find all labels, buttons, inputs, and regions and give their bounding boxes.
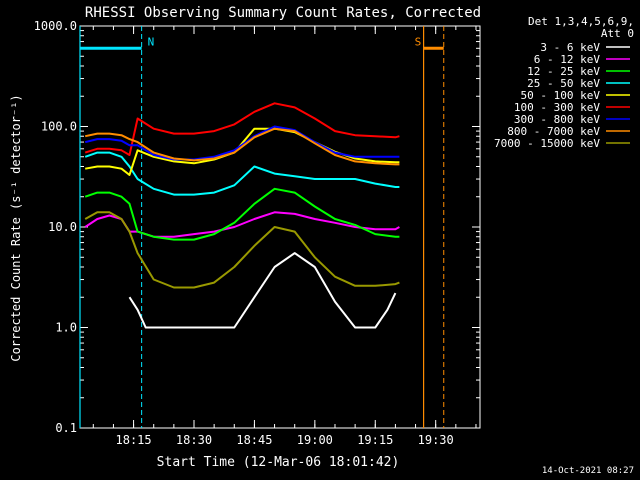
series-line-2	[84, 187, 400, 241]
series-line-0	[128, 252, 397, 329]
x-tick-label: 19:00	[297, 433, 333, 447]
SAA-label: S	[415, 35, 422, 48]
y-axis-label: Corrected Count Rate (s⁻¹ detector⁻¹)	[9, 94, 23, 361]
y-tick-label: 1.0	[55, 321, 77, 335]
detector-note-line2: Att 0	[601, 27, 634, 40]
x-tick-label: 18:30	[176, 433, 212, 447]
legend-label-6: 300 - 800 keV	[514, 113, 600, 126]
y-tick-label: 10.0	[48, 220, 77, 234]
detector-note-line1: Det 1,3,4,5,6,9,	[528, 15, 634, 28]
x-axis-label: Start Time (12-Mar-06 18:01:42)	[157, 455, 400, 470]
legend-label-4: 50 - 100 keV	[521, 89, 601, 102]
y-tick-label: 1000.0	[34, 19, 77, 33]
x-tick-label: 19:15	[357, 433, 393, 447]
night-label: N	[148, 35, 155, 48]
series-line-6	[84, 125, 400, 161]
legend-label-7: 800 - 7000 keV	[507, 125, 600, 138]
legend-label-0: 3 - 6 keV	[540, 41, 600, 54]
series-line-8	[84, 211, 400, 289]
chart-title: RHESSI Observing Summary Count Rates, Co…	[85, 5, 481, 21]
legend-label-5: 100 - 300 keV	[514, 101, 600, 114]
x-tick-label: 19:30	[418, 433, 454, 447]
series-lines	[84, 102, 400, 329]
series-line-5	[84, 102, 400, 156]
legend-label-2: 12 - 25 keV	[527, 65, 600, 78]
series-line-7	[84, 127, 400, 166]
y-tick-label: 0.1	[55, 421, 77, 435]
x-tick-label: 18:45	[236, 433, 272, 447]
plot-axes: 0.1 1.0 10.0 100.0 1000.0 18:15 18:30 18:45 19:0…	[34, 19, 481, 447]
timestamp: 14-Oct-2021 08:27	[541, 466, 634, 476]
legend-label-3: 25 - 50 keV	[527, 77, 600, 90]
y-tick-label: 100.0	[41, 120, 77, 134]
legend-label-8: 7000 - 15000 keV	[494, 137, 600, 150]
x-tick-label: 18:15	[116, 433, 152, 447]
series-line-3	[84, 151, 400, 196]
legend-label-1: 6 - 12 keV	[534, 53, 601, 66]
